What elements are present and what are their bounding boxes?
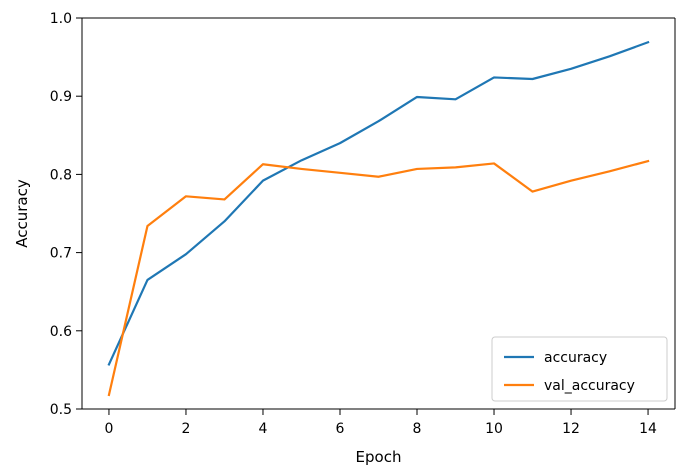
y-axis-label: Accuracy (13, 179, 31, 248)
legend: accuracy val_accuracy (491, 336, 668, 402)
series-layer (107, 40, 650, 397)
x-tick-label: 14 (639, 421, 657, 437)
legend-frame (491, 336, 668, 402)
x-tick-label: 12 (562, 421, 580, 437)
series-line-accuracy (107, 40, 650, 366)
y-tick-label: 0.6 (50, 324, 72, 340)
x-tick-label: 4 (259, 421, 268, 437)
x-tick-label: 2 (182, 421, 191, 437)
y-tick-label: 0.7 (50, 246, 72, 262)
series-line-val-accuracy (107, 159, 650, 397)
x-axis-label: Epoch (356, 448, 402, 466)
y-tick-label: 1.0 (50, 11, 72, 27)
x-tick-label: 8 (413, 421, 422, 437)
axes-layer (81, 17, 676, 410)
y-tick-label: 0.8 (50, 167, 72, 183)
legend-label-accuracy: accuracy (544, 350, 607, 366)
ticks-layer: 0 2 4 6 8 10 12 14 0.5 0.6 0.7 0.8 0.9 1.0 (50, 11, 657, 437)
x-tick-label: 10 (485, 421, 503, 437)
x-tick-label: 0 (104, 421, 113, 437)
x-tick-label: 6 (336, 421, 345, 437)
y-tick-label: 0.5 (50, 402, 72, 418)
y-tick-label: 0.9 (50, 89, 72, 105)
legend-label-val-accuracy: val_accuracy (544, 378, 635, 394)
